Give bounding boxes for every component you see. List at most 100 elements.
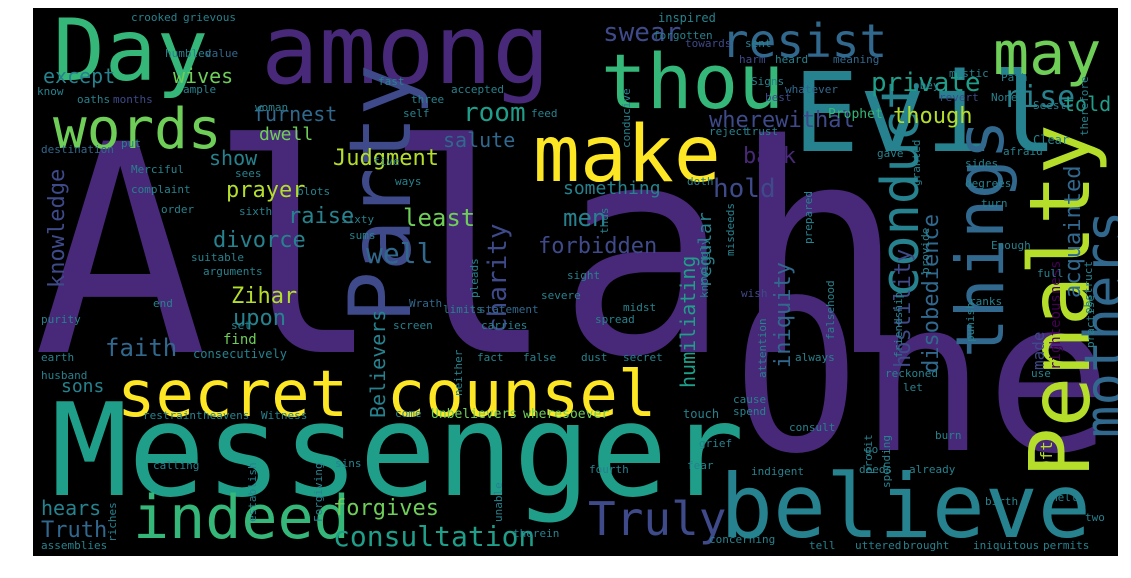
word-dust: dust [581, 351, 608, 364]
word-wheresoever: wheresoever [523, 407, 610, 422]
word-wrath: Wrath [409, 297, 443, 310]
word-severe: severe [541, 289, 581, 302]
word-hears: hears [41, 496, 102, 520]
word-midst: midst [623, 301, 657, 314]
word-know: know [37, 85, 64, 98]
word-doth: doth [687, 175, 714, 188]
word-full: full [1037, 267, 1064, 280]
word-back: back [743, 144, 796, 169]
word-sent: sent [745, 37, 772, 50]
word-fourth: fourth [589, 463, 629, 476]
word-truly: Truly [588, 492, 727, 546]
word-messenger: Messenger [51, 377, 745, 526]
word-spend: spend [733, 405, 767, 418]
word-calling: calling [153, 459, 200, 472]
word-deeds: deeds [859, 463, 893, 476]
word-merciful: Merciful [131, 163, 184, 176]
word-truth: Truth [41, 518, 108, 543]
word-conducive: conducive [620, 88, 633, 148]
word-spending: spending [880, 435, 893, 488]
word-sight: sight [567, 269, 601, 282]
word-hold: hold [713, 174, 776, 204]
word-iniquity: iniquity [771, 262, 796, 368]
word-prayer: prayer [226, 178, 306, 203]
word-spread: spread [595, 313, 635, 326]
word-earth: earth [41, 351, 75, 364]
word-always: always [795, 351, 835, 364]
word-suitable: suitable [191, 251, 244, 264]
word-punish: punish [964, 302, 977, 342]
word-therein: therein [513, 527, 560, 540]
word-revert: revert [939, 91, 979, 104]
word-wives: wives [173, 64, 234, 88]
word-among: among [261, 8, 550, 106]
word-wish: wish [741, 287, 768, 300]
word-provide: provide [919, 227, 932, 274]
word-trust: trust [745, 125, 779, 138]
word-room: room [463, 98, 526, 128]
word-allah: Allah [33, 84, 906, 421]
word-except: except [43, 64, 116, 88]
word-towards: towards [685, 37, 732, 50]
word-crooked: crooked [131, 11, 178, 24]
word-inspired: inspired [658, 11, 716, 25]
word-private: private [871, 68, 981, 98]
word-wherewithal: wherewithal [709, 108, 855, 133]
word-forgiving: Forgiving [312, 462, 325, 522]
word-touch: touch [683, 407, 720, 421]
word-something: something [563, 178, 661, 199]
word-order: order [161, 203, 195, 216]
word-none: None [991, 91, 1018, 104]
word-sides: sides [965, 157, 999, 170]
word-harm: harm [739, 53, 766, 66]
word-iniquitous: iniquitous [973, 539, 1040, 552]
word-restraint: restraint [143, 409, 203, 422]
word-use: use [1031, 367, 1051, 380]
word-rise: rise [1003, 80, 1076, 115]
word-reject: reject [709, 125, 749, 138]
word-forgives: forgives [333, 496, 439, 521]
word-consult: consult [789, 421, 836, 434]
word-fact: fact [477, 351, 504, 364]
word-seest: Seest [1033, 99, 1067, 112]
word-indigent: indigent [751, 465, 804, 478]
word-though: though [893, 104, 973, 129]
word-charity: charity [483, 223, 513, 333]
word-let: let [903, 381, 923, 394]
word-complaint: complaint [131, 183, 191, 196]
word-turn: turn [981, 197, 1008, 210]
word-ample: ample [183, 83, 217, 96]
word-heard: heard [775, 53, 809, 66]
word-swear: swear [603, 18, 682, 48]
word-go: go [865, 443, 879, 456]
word-divorce: divorce [213, 228, 306, 253]
word-knowingly: knowingly [698, 238, 711, 298]
word-arguments: arguments [203, 265, 263, 278]
word-already: already [909, 463, 956, 476]
word-misdeeds: misdeeds [724, 203, 737, 256]
word-destination: destination [41, 143, 114, 156]
word-purity: purity [41, 313, 81, 326]
word-months: months [113, 93, 153, 106]
word-establish: establish [246, 462, 259, 522]
word-witness: Witness [261, 409, 308, 422]
word-told: told [1063, 92, 1112, 116]
word-secret: secret [623, 351, 663, 364]
word-reckoned: reckoned [885, 367, 938, 380]
word-grief: grief [699, 437, 733, 450]
word-raise: raise [288, 204, 355, 229]
word-thou: thou [601, 37, 785, 126]
word-day: Day [53, 8, 209, 101]
word-find: find [223, 332, 257, 348]
word-humbled: humbled [165, 47, 212, 60]
word-made: made [1029, 331, 1048, 370]
word-five: five [373, 155, 400, 168]
word-attention: attention [756, 318, 769, 378]
word-limits: limits [443, 303, 483, 316]
word-ranks: ranks [969, 295, 1003, 308]
word-men: men [563, 204, 607, 232]
word-path: Path [1001, 71, 1028, 84]
word-riches: riches [106, 502, 119, 542]
word-unbelievers: Unbelievers [431, 407, 518, 422]
word-judgment: Judgment [333, 146, 439, 171]
